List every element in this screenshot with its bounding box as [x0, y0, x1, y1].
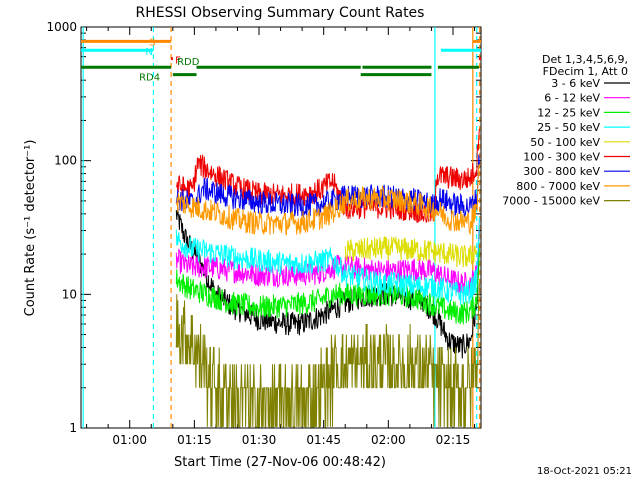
y-axis-label: Count Rate (s⁻¹ detector⁻¹) — [23, 140, 38, 317]
legend-entry-label: 300 - 800 keV — [523, 165, 600, 178]
series-line-3 — [175, 217, 480, 306]
series-line-4 — [344, 235, 478, 268]
plot-area: 01:00 01:15 01:30 01:45 02:00 02:15 1 10 100 1000… — [46, 20, 482, 447]
legend-entry-label: 12 - 25 keV — [537, 106, 600, 119]
y-tick-label: 10 — [62, 287, 77, 301]
legend-header: Det 1,3,4,5,6,9, — [542, 53, 628, 66]
flag-label-s: S — [149, 37, 155, 48]
legend-entry-label: 7000 - 15000 keV — [502, 195, 600, 208]
flag-label-rdd: RDD — [177, 57, 200, 68]
x-tick-label: 02:15 — [436, 433, 471, 447]
legend-entry-label: 3 - 6 keV — [551, 77, 600, 90]
x-tick-label: 01:15 — [177, 433, 212, 447]
timestamp-footer: 18-Oct-2021 05:21 — [537, 466, 632, 477]
x-tick-label: 01:45 — [306, 433, 341, 447]
flag-label-n: N — [145, 47, 152, 58]
legend-entry-label: 50 - 100 keV — [530, 136, 600, 149]
flag-label-f: F — [175, 56, 181, 67]
legend-entry-label: 25 - 50 keV — [537, 121, 600, 134]
x-axis-label: Start Time (27-Nov-06 00:48:42) — [174, 455, 386, 470]
legend-entry-label: 6 - 12 keV — [544, 92, 600, 105]
flag-label-rd4: RD4 — [139, 73, 160, 84]
y-tick-label: 1 — [69, 421, 77, 435]
series-line-7 — [175, 164, 480, 236]
x-tick-label: 01:30 — [242, 433, 277, 447]
x-tick-label: 02:00 — [371, 433, 406, 447]
legend: Det 1,3,4,5,6,9,FDecim 1, Att 03 - 6 keV… — [502, 53, 630, 208]
y-tick-label: 100 — [54, 154, 77, 168]
series-line-2 — [175, 248, 480, 325]
chart-title: RHESSI Observing Summary Count Rates — [136, 5, 425, 21]
series-line-8 — [175, 283, 480, 428]
y-tick-label: 1000 — [46, 20, 77, 34]
legend-header: FDecim 1, Att 0 — [543, 65, 628, 78]
legend-entry-label: 100 - 300 keV — [523, 151, 600, 164]
legend-entry-label: 800 - 7000 keV — [516, 180, 600, 193]
x-tick-label: 01:00 — [112, 433, 147, 447]
series-line-0 — [175, 205, 480, 359]
